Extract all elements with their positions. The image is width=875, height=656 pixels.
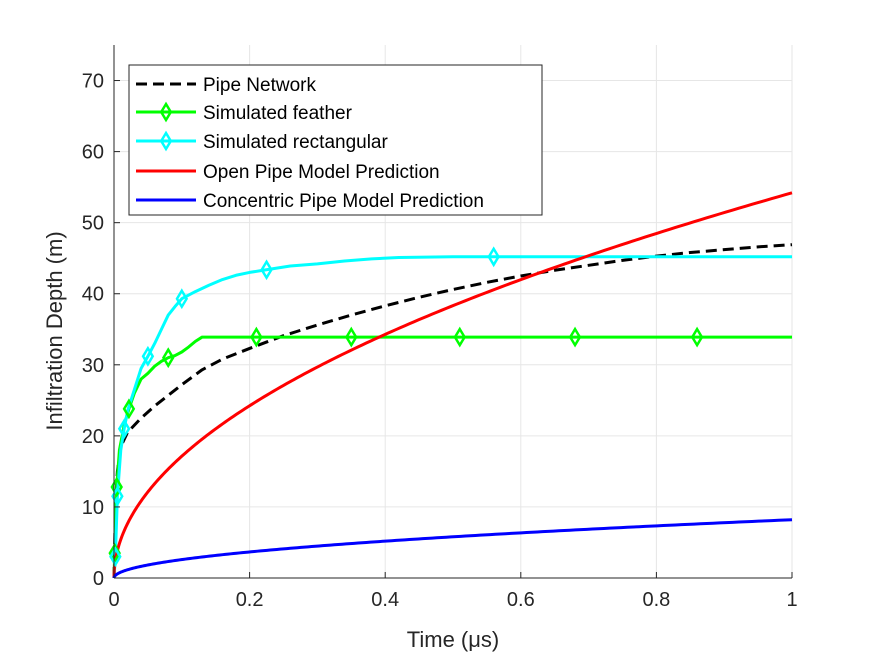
legend-marker-2 bbox=[159, 130, 173, 152]
series-markers bbox=[108, 246, 704, 568]
legend-entry-label: Open Pipe Model Prediction bbox=[203, 162, 440, 183]
series-marker-2 bbox=[141, 345, 155, 367]
legend-entry-label: Simulated rectangular bbox=[203, 132, 388, 153]
legend-box bbox=[128, 64, 543, 216]
series-marker-2 bbox=[260, 259, 273, 281]
legend: Pipe Network Simulated feather Simulated r… bbox=[128, 64, 543, 216]
series-marker-1 bbox=[345, 326, 358, 348]
series-marker-1 bbox=[250, 326, 263, 348]
series-marker-1 bbox=[453, 326, 467, 348]
series-marker-1 bbox=[568, 326, 582, 348]
y-tick-label: 60 bbox=[82, 142, 104, 164]
y-tick-label: 30 bbox=[82, 355, 104, 377]
series-marker-1 bbox=[690, 326, 704, 348]
x-tick-label: 0 bbox=[108, 589, 119, 611]
x-tick-label: 0.8 bbox=[642, 589, 670, 611]
y-tick-label: 10 bbox=[82, 497, 104, 519]
x-axis-label: Time (μs) bbox=[407, 627, 500, 652]
x-tick-label: 0.2 bbox=[236, 589, 264, 611]
y-tick-label: 0 bbox=[93, 568, 104, 590]
y-axis-label: Infiltration Depth (m) bbox=[42, 231, 67, 430]
y-tick-label: 20 bbox=[82, 426, 104, 448]
x-tick-label: 0.4 bbox=[371, 589, 399, 611]
series-line-2 bbox=[112, 255, 792, 579]
series-marker-2 bbox=[109, 546, 122, 568]
series-line-3 bbox=[112, 191, 793, 579]
legend-marker-1 bbox=[159, 101, 173, 123]
series-marker-1 bbox=[161, 347, 175, 369]
axes bbox=[113, 45, 793, 579]
series-marker-2 bbox=[487, 246, 500, 268]
series-marker-1 bbox=[122, 398, 136, 420]
x-tick-label: 1 bbox=[786, 589, 797, 611]
x-tick-label: 0.6 bbox=[507, 589, 535, 611]
legend-entry-label: Concentric Pipe Model Prediction bbox=[203, 191, 484, 212]
series-marker-2 bbox=[175, 288, 189, 310]
series-line-4 bbox=[112, 518, 793, 580]
legend-entry-label: Simulated feather bbox=[203, 103, 353, 124]
series-marker-2 bbox=[117, 418, 131, 440]
y-tick-label: 50 bbox=[82, 213, 104, 235]
legend-entry-label: Pipe Network bbox=[203, 75, 316, 96]
y-tick-label: 70 bbox=[82, 71, 104, 93]
y-tick-label: 40 bbox=[82, 284, 104, 306]
